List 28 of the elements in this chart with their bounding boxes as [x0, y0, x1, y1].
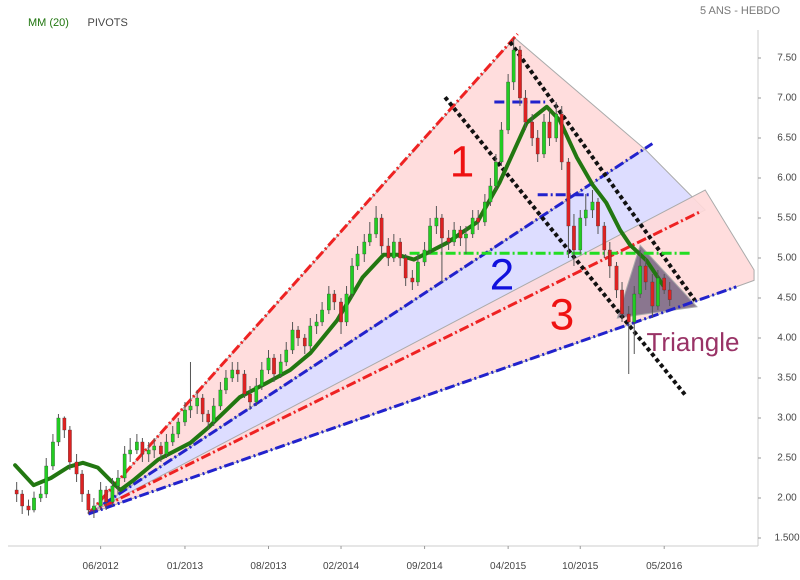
- chart-subtitle: 5 ANS - HEBDO: [700, 5, 780, 17]
- y-tick-label: 5.50: [777, 212, 798, 224]
- y-tick-label: 4.00: [777, 332, 798, 344]
- y-tick-label: 7.00: [777, 92, 798, 104]
- y-tick-label: 7.50: [777, 52, 798, 64]
- annotation: 2: [490, 250, 514, 300]
- x-tick-label: 04/2015: [490, 561, 527, 572]
- y-tick-label: 4.50: [777, 292, 798, 304]
- x-tick-label: 05/2016: [646, 561, 683, 572]
- y-tick-label: 3.00: [777, 412, 798, 424]
- annotation: 3: [550, 290, 574, 340]
- x-tick-label: 10/2015: [562, 561, 599, 572]
- y-tick-label: 6.00: [777, 172, 798, 184]
- text: MM (20): [28, 17, 69, 29]
- annotation: 1: [450, 138, 474, 187]
- x-tick-label: 08/2013: [250, 561, 288, 572]
- annotation: Triangle: [646, 326, 740, 357]
- y-tick-label: 2.50: [777, 452, 798, 464]
- y-tick-label: 3.50: [777, 372, 798, 384]
- text: PIVOTS: [88, 17, 128, 29]
- y-tick-label: 1.500: [774, 532, 800, 544]
- y-tick-label: 6.50: [777, 132, 798, 144]
- x-tick-label: 06/2012: [82, 561, 120, 572]
- y-tick-label: 5.00: [777, 252, 798, 264]
- x-tick-label: 02/2014: [322, 561, 360, 572]
- y-tick-label: 2.00: [777, 492, 798, 504]
- x-tick-label: 01/2013: [166, 561, 204, 572]
- x-tick-label: 09/2014: [406, 561, 444, 572]
